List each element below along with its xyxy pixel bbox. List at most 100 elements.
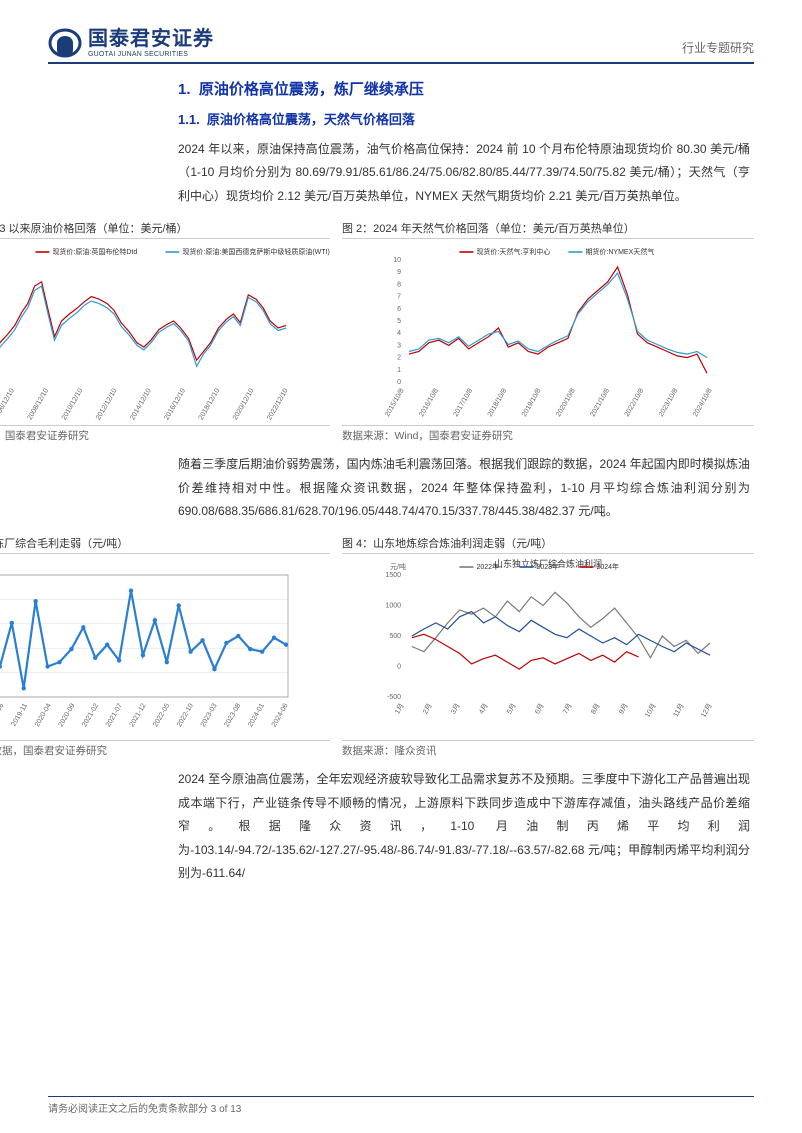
chart-row-2: 图 3：国内主营炼厂综合毛利走弱（元/吨） -50005001000150020… [0,535,754,758]
svg-text:1500: 1500 [385,572,401,579]
section-title: 原油价格高位震荡，炼厂继续承压 [199,81,424,98]
page-footer: 请务必阅读正文之后的免责条款部分 3 of 13 [48,1096,754,1115]
svg-text:9月: 9月 [617,702,629,715]
paragraph-3: 2024 至今原油高位震荡，全年宏观经济疲软导致化工品需求复苏不及预期。三季度中… [178,768,750,885]
chart-2-plot: 0 1 2 3 4 5 6 7 8 9 10 2015/10/8 2016/10/8 2017/10/8 2… [342,242,754,422]
svg-text:10月: 10月 [643,702,657,719]
svg-text:3: 3 [397,343,401,350]
svg-text:7: 7 [397,294,401,301]
chart-1-plot: 0204060801001201401602004/12/102006/12/1… [0,242,330,422]
svg-text:2020-09: 2020-09 [58,703,77,729]
chart-2-source: 数据来源：Wind，国泰君安证券研究 [342,425,754,443]
subsection-title: 原油价格高位震荡，天然气价格回落 [207,112,415,127]
content-body-3: 2024 至今原油高位震荡，全年宏观经济疲软导致化工品需求复苏不及预期。三季度中… [48,768,754,885]
footer-disclaimer: 请务必阅读正文之后的免责条款部分 3 of 13 [48,1100,241,1115]
svg-text:2: 2 [397,355,401,362]
svg-text:现货价:天然气:亨利中心: 现货价:天然气:亨利中心 [476,247,550,256]
svg-text:2023年: 2023年 [536,562,559,571]
section-num: 1. [178,81,191,98]
chart-3-source: 数据来源：钢联数据，国泰君安证券研究 [0,740,330,758]
svg-text:0: 0 [397,379,401,386]
svg-text:2018/12/10: 2018/12/10 [198,388,222,422]
brand-logo: 国泰君安证券 GUOTAI JUNAN SECURITIES [48,28,214,58]
chart-3-plot: -50005001000150020002019-012019-062019-1… [0,557,330,737]
content-body: 1. 原油价格高位震荡，炼厂继续承压 1.1. 原油价格高位震荡，天然气价格回落… [48,78,754,208]
svg-text:12月: 12月 [699,702,713,719]
chart-3-title: 图 3：国内主营炼厂综合毛利走弱（元/吨） [0,535,330,554]
svg-text:2024-06: 2024-06 [271,703,290,729]
svg-text:2019-06: 2019-06 [0,703,5,729]
svg-text:2015/10/8: 2015/10/8 [384,388,406,419]
svg-text:2006/12/10: 2006/12/10 [0,388,16,422]
svg-text:11月: 11月 [672,702,686,718]
paragraph-1: 2024 年以来，原油保持高位震荡，油气价格高位保持：2024 前 10 个月布… [178,138,750,208]
chart-4-title: 图 4：山东地炼综合炼油利润走弱（元/吨） [342,535,754,554]
svg-text:1: 1 [397,367,401,374]
svg-text:2019/10/8: 2019/10/8 [521,388,543,419]
svg-text:4月: 4月 [477,702,489,715]
svg-text:2020/10/8: 2020/10/8 [555,388,577,419]
svg-text:2021-07: 2021-07 [105,703,124,729]
svg-text:9: 9 [397,269,401,276]
svg-text:2010/12/10: 2010/12/10 [61,388,85,422]
logo-en: GUOTAI JUNAN SECURITIES [88,51,214,58]
svg-text:2024年: 2024年 [596,562,619,571]
content-body-2: 随着三季度后期油价弱势震荡，国内炼油毛利震荡回落。根据我们跟踪的数据，2024 … [48,453,754,523]
subsection-num: 1.1. [178,112,200,127]
svg-text:2012/12/10: 2012/12/10 [95,388,119,422]
svg-text:5: 5 [397,318,401,325]
svg-text:2022/12/10: 2022/12/10 [266,388,290,422]
svg-text:8月: 8月 [589,702,601,715]
chart-1-title: 图 1：2024 年 Q3 以来原油价格回落（单位：美元/桶） [0,220,330,239]
svg-text:2021-12: 2021-12 [129,703,148,729]
svg-text:元/吨: 元/吨 [390,562,406,571]
svg-text:2023-08: 2023-08 [223,703,242,729]
svg-text:2月: 2月 [421,702,433,715]
svg-text:2019-11: 2019-11 [10,703,29,728]
svg-text:2022/10/8: 2022/10/8 [624,388,646,419]
chart-4-source: 数据来源：隆众资讯 [342,740,754,758]
chart-4: 图 4：山东地炼综合炼油利润走弱（元/吨） 山东独立炼厂综合炼油利润元/吨-50… [342,535,754,758]
svg-text:2014/12/10: 2014/12/10 [129,388,153,422]
svg-text:7月: 7月 [561,702,573,715]
chart-4-plot: 山东独立炼厂综合炼油利润元/吨-5000500100015001月2月3月4月5… [342,557,754,737]
svg-text:2023-03: 2023-03 [200,703,219,729]
logo-icon [48,28,82,58]
svg-text:2021-02: 2021-02 [81,703,100,729]
svg-text:2024/10/8: 2024/10/8 [692,388,714,419]
svg-text:现货价:原油:英国布伦特Dtd: 现货价:原油:英国布伦特Dtd [52,247,137,256]
svg-text:10: 10 [393,257,401,264]
chart-1-source: 数据来源：Wind，国泰君安证券研究 [0,425,330,443]
svg-text:1000: 1000 [385,603,401,610]
section-1-heading: 1. 原油价格高位震荡，炼厂继续承压 [178,78,750,99]
svg-text:-500: -500 [387,694,401,701]
logo-text: 国泰君安证券 GUOTAI JUNAN SECURITIES [88,29,214,58]
svg-text:2016/10/8: 2016/10/8 [418,388,440,419]
svg-text:1月: 1月 [393,702,405,715]
svg-text:2020-04: 2020-04 [34,703,53,729]
svg-text:2017/10/8: 2017/10/8 [453,388,475,419]
svg-text:3月: 3月 [449,702,461,715]
svg-text:期货价:NYMEX天然气: 期货价:NYMEX天然气 [585,247,654,256]
svg-text:2023/10/8: 2023/10/8 [658,388,680,419]
svg-text:2008/12/10: 2008/12/10 [27,388,51,422]
svg-text:6: 6 [397,306,401,313]
paragraph-2: 随着三季度后期油价弱势震荡，国内炼油毛利震荡回落。根据我们跟踪的数据，2024 … [178,453,750,523]
svg-text:2022年: 2022年 [476,562,499,571]
chart-2: 图 2：2024 年天然气价格回落（单位：美元/百万英热单位） 01234567… [342,220,754,443]
svg-text:2022-05: 2022-05 [152,703,171,729]
chart-1: 图 1：2024 年 Q3 以来原油价格回落（单位：美元/桶） 02040608… [0,220,330,443]
chart-3: 图 3：国内主营炼厂综合毛利走弱（元/吨） -50005001000150020… [0,535,330,758]
section-1-1-heading: 1.1. 原油价格高位震荡，天然气价格回落 [178,109,750,128]
page-header: 国泰君安证券 GUOTAI JUNAN SECURITIES 行业专题研究 [48,28,754,64]
chart-row-1: 图 1：2024 年 Q3 以来原油价格回落（单位：美元/桶） 02040608… [0,220,754,443]
logo-cn: 国泰君安证券 [88,29,214,49]
svg-text:2018/10/8: 2018/10/8 [487,388,509,419]
svg-text:4: 4 [397,330,401,337]
svg-text:现货价:原油:美国西德克萨斯中级轻质原油(WTI): 现货价:原油:美国西德克萨斯中级轻质原油(WTI) [182,247,329,256]
svg-text:2020/12/10: 2020/12/10 [232,388,256,422]
svg-text:5月: 5月 [505,702,517,715]
svg-text:6月: 6月 [533,702,545,715]
svg-text:2024-01: 2024-01 [247,703,266,729]
svg-text:8: 8 [397,282,401,289]
